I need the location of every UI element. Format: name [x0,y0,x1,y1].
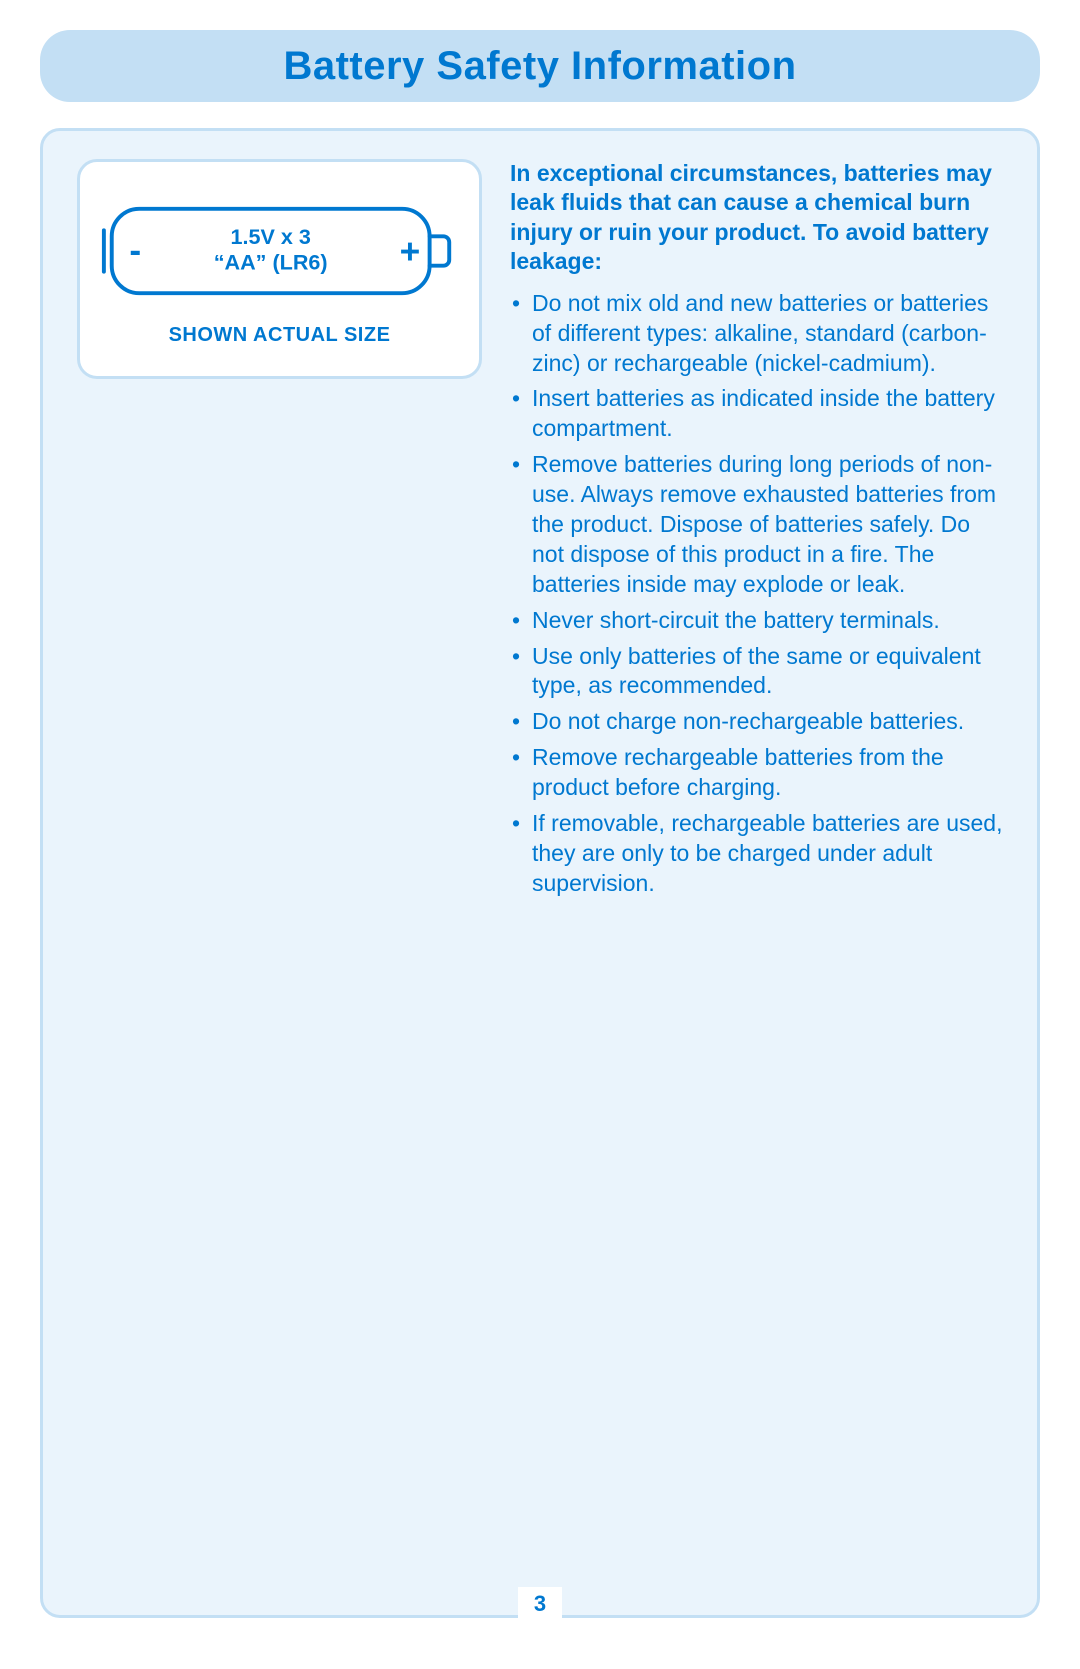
battery-spec-line2: “AA” (LR6) [214,249,328,274]
safety-text-column: In exceptional circumstances, batteries … [510,159,1003,905]
list-item: Insert batteries as indicated inside the… [510,384,1003,444]
manual-page: Battery Safety Information - + 1.5V x 3 … [0,0,1080,1669]
list-item: Do not charge non-rechargeable batteries… [510,707,1003,737]
page-title: Battery Safety Information [283,44,796,89]
battery-minus-label: - [129,230,141,269]
intro-paragraph: In exceptional circumstances, batteries … [510,159,1003,277]
battery-icon: - + 1.5V x 3 “AA” (LR6) [98,196,461,306]
list-item: Remove batteries during long periods of … [510,450,1003,599]
safety-bullet-list: Do not mix old and new batteries or batt… [510,289,1003,899]
list-item: Never short-circuit the battery terminal… [510,606,1003,636]
page-number: 3 [518,1587,562,1621]
battery-size-card: - + 1.5V x 3 “AA” (LR6) SHOWN ACTUAL SIZ… [77,159,482,379]
list-item: If removable, rechargeable batteries are… [510,809,1003,899]
list-item: Use only batteries of the same or equiva… [510,642,1003,702]
battery-plus-label: + [400,232,421,271]
content-panel: - + 1.5V x 3 “AA” (LR6) SHOWN ACTUAL SIZ… [40,128,1040,1618]
list-item: Remove rechargeable batteries from the p… [510,743,1003,803]
battery-spec-line1: 1.5V x 3 [230,224,310,249]
list-item: Do not mix old and new batteries or batt… [510,289,1003,379]
title-bar: Battery Safety Information [40,30,1040,102]
battery-caption: SHOWN ACTUAL SIZE [169,324,391,347]
